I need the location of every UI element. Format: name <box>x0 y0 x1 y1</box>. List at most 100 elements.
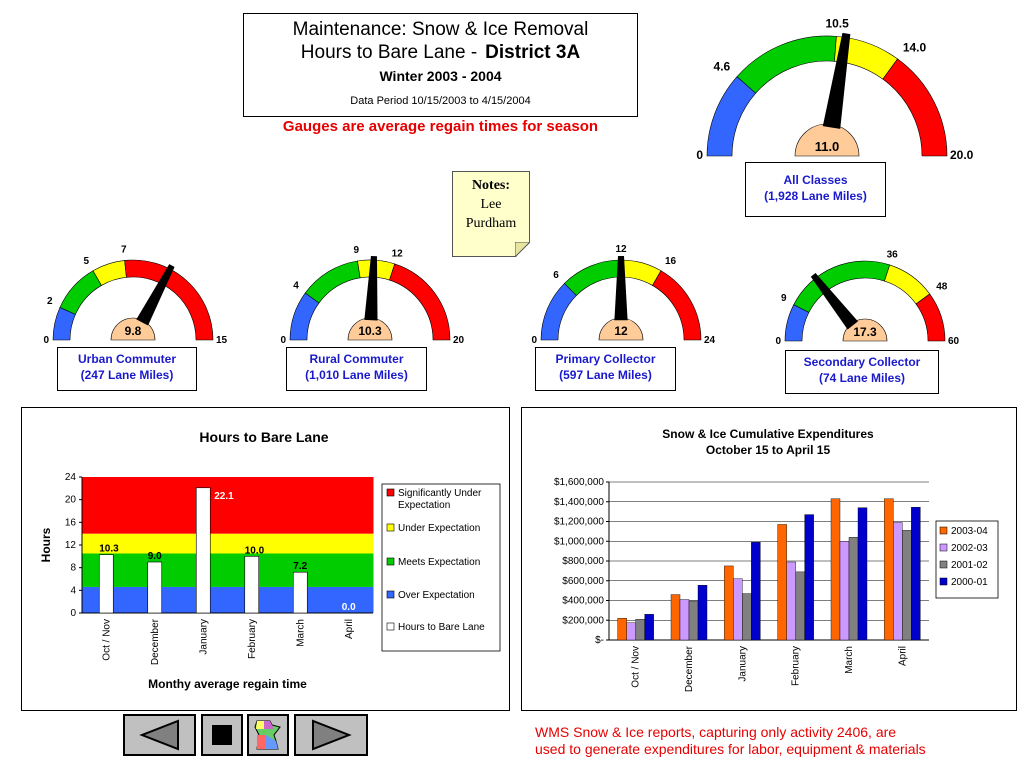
expenditure-bar <box>688 600 699 641</box>
expenditure-bar <box>804 514 814 641</box>
hours-bar-label: 9.0 <box>148 551 162 562</box>
season: Winter 2003 - 2004 <box>379 68 502 84</box>
band-segment <box>324 533 374 554</box>
legend-label: Meets Expectation <box>398 557 480 568</box>
legend-swatch <box>939 560 948 569</box>
expenditure-bar <box>617 618 627 641</box>
gauge-rural-tick-label: 4 <box>293 280 299 291</box>
expenditure-bar <box>786 561 796 641</box>
gauge-all-needle <box>822 32 851 129</box>
gauge-all-meets-band <box>736 35 837 94</box>
gauge-secondary-tick-label: 48 <box>936 281 948 292</box>
gauge-primary-tick-label: 12 <box>615 244 627 255</box>
x-tick-label: April <box>344 619 355 639</box>
y-tick-label: $- <box>595 635 604 646</box>
gauge-primary-sig-under-band <box>652 270 702 341</box>
gauge-rural-tick-label: 12 <box>392 248 404 259</box>
band-segment <box>82 477 131 534</box>
gauge-urban-name: Urban Commuter <box>77 352 176 366</box>
y-tick-label: 16 <box>65 517 77 528</box>
hours-legend <box>381 483 501 652</box>
gauge-all-miles: (1,928 Lane Miles) <box>764 189 867 203</box>
prev-button[interactable] <box>123 714 196 756</box>
expenditure-bar <box>742 593 752 641</box>
gauge-urban-tick-label: 15 <box>216 335 228 346</box>
band-segment <box>324 477 374 534</box>
band-segment <box>227 533 277 554</box>
legend-label: 2002-03 <box>951 543 988 554</box>
x-tick-label: Oct / Nov <box>101 619 112 661</box>
minnesota-map-icon <box>254 720 281 750</box>
y-tick-label: $800,000 <box>562 556 604 567</box>
hours-bar <box>98 554 114 614</box>
gauge-primary-tick-label: 24 <box>704 335 716 346</box>
gauge-secondary-tick-label: 9 <box>781 293 787 304</box>
hours-bar <box>195 487 211 614</box>
y-tick-label: $1,200,000 <box>554 517 604 528</box>
gauge-secondary-sig-under-band <box>915 293 946 342</box>
hours-bar <box>147 561 163 614</box>
hours-chart-panel: Hours to Bare Lane 0 4 8 12 16 20 24 Hours 10.3 Oc… <box>21 407 510 711</box>
gauge-urban-hub <box>110 317 156 341</box>
x-tick-label: April <box>897 646 908 666</box>
exp-chart-title: Snow & Ice Cumulative Expenditures <box>662 427 874 441</box>
expenditure-bar <box>902 530 912 641</box>
legend-swatch <box>386 488 395 497</box>
map-button[interactable] <box>247 714 289 756</box>
expenditure-bar <box>724 565 734 641</box>
legend-swatch <box>386 590 395 599</box>
footer-line2: used to generate expenditures for labor,… <box>535 741 926 757</box>
title-line1: Maintenance: Snow & Ice Removal <box>292 19 589 40</box>
gauge-all-name: All Classes <box>783 173 848 187</box>
legend-swatch <box>939 577 948 586</box>
gauge-urban-label: Urban Commuter (247 Lane Miles) <box>57 347 197 391</box>
gauge-urban: 9.8 0 2 5 7 15 <box>43 244 228 346</box>
gauge-all-tick-label: 4.6 <box>714 60 731 74</box>
expenditure-bar <box>848 537 859 641</box>
gauge-rural-meets-band <box>304 260 361 304</box>
x-tick-label: February <box>791 646 802 686</box>
next-button[interactable] <box>294 714 368 756</box>
expenditure-bar <box>635 619 645 641</box>
gauge-rural-value: 10.3 <box>358 324 382 338</box>
gauge-all-classes: 11.0 0 4.6 10.5 14.0 20.0 <box>696 16 973 162</box>
title-line2: Hours to Bare Lane - District 3A <box>244 41 637 64</box>
gauge-all-tick-label: 10.5 <box>825 16 849 30</box>
right-arrow-icon <box>312 719 352 751</box>
y-tick-label: $400,000 <box>562 596 604 607</box>
gauge-primary-over-band <box>540 283 577 341</box>
gauge-secondary-value: 17.3 <box>853 325 877 339</box>
gauge-primary-meets-band <box>564 259 622 296</box>
gauge-all-label: All Classes (1,928 Lane Miles) <box>745 162 886 217</box>
gauge-urban-meets-band <box>59 270 102 315</box>
gauge-rural-name: Rural Commuter <box>309 352 404 366</box>
y-tick-label: 0 <box>70 608 76 619</box>
hours-bar-label: 10.3 <box>99 544 119 555</box>
stop-button[interactable] <box>201 714 243 756</box>
gauge-primary-tick-label: 0 <box>531 335 537 346</box>
hours-bar-label: 7.2 <box>293 561 307 572</box>
expenditure-bar <box>751 542 761 641</box>
hours-bar-label: 0.0 <box>342 602 356 613</box>
title-hours: Hours to Bare Lane - <box>300 42 478 63</box>
expenditures-chart: Snow & Ice Cumulative Expenditures Octobe… <box>554 427 999 692</box>
expenditure-bar <box>679 599 690 641</box>
band-segment <box>324 553 374 587</box>
gauge-note: Gauges are average regain times for seas… <box>282 118 599 135</box>
notes-sticky: Notes: Lee Purdham <box>452 171 530 257</box>
gauge-secondary-tick-label: 0 <box>775 336 781 347</box>
expenditure-bar <box>626 622 636 641</box>
band-segment <box>324 586 374 613</box>
gauge-secondary-tick-label: 60 <box>948 336 960 347</box>
district-name: District 3A <box>485 42 581 63</box>
legend-label: Significantly Under <box>398 488 482 499</box>
footer-line1: WMS Snow & Ice reports, capturing only a… <box>535 724 897 740</box>
y-tick-label: 12 <box>65 540 77 551</box>
gauge-rural-tick-label: 20 <box>453 335 465 346</box>
footer-note: WMS Snow & Ice reports, capturing only a… <box>535 724 1015 758</box>
gauge-rural-needle <box>364 255 378 321</box>
x-tick-label: March <box>295 619 306 647</box>
gauge-rural: 10.3 0 4 9 12 20 <box>280 245 465 346</box>
notes-line2: Purdham <box>465 216 517 231</box>
gauge-all-tick-label: 14.0 <box>903 41 927 55</box>
